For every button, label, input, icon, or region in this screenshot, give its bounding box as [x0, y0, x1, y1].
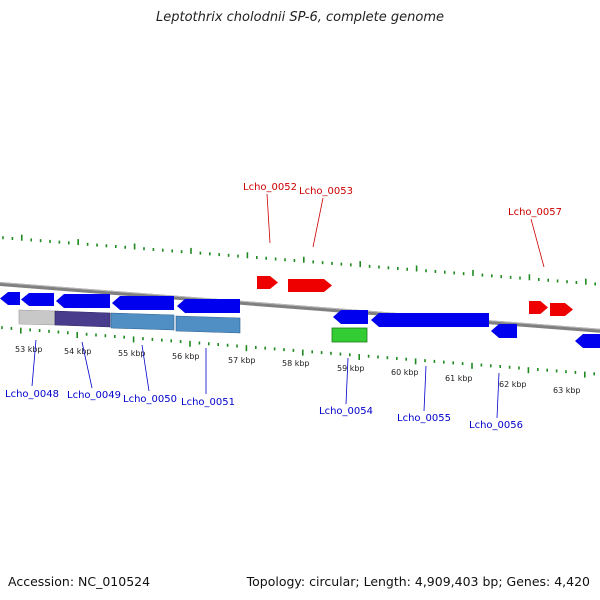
reverse-gene-label: Lcho_0048 [5, 389, 59, 400]
rna-gene [331, 327, 368, 343]
kbp-label: 59 kbp [337, 364, 365, 373]
map-title: Leptothrix cholodnii SP-6, complete geno… [156, 10, 444, 25]
kbp-label: 57 kbp [228, 356, 256, 365]
reverse-gene-arrow [0, 292, 20, 305]
reverse-leader-line [141, 344, 150, 392]
reverse-gene-arrow [112, 296, 174, 310]
feature-bar [54, 310, 111, 328]
kbp-label: 60 kbp [391, 368, 419, 377]
forward-gene-label: Lcho_0052 [243, 182, 297, 193]
kbp-label: 53 kbp [15, 345, 43, 354]
forward-gene-label: Lcho_0057 [508, 207, 562, 218]
kbp-label: 55 kbp [118, 349, 146, 358]
backbone-highlight [0, 282, 600, 330]
reverse-gene-arrow [371, 313, 489, 327]
reverse-gene-arrow [491, 324, 517, 338]
kbp-label: 62 kbp [499, 380, 527, 389]
feature-bar [18, 309, 56, 326]
reverse-leader-line [423, 365, 427, 412]
reverse-gene-label: Lcho_0050 [123, 394, 177, 405]
reverse-leader-line [496, 372, 500, 419]
reverse-gene-label: Lcho_0051 [181, 397, 235, 408]
reverse-gene-label: Lcho_0055 [397, 413, 451, 424]
kbp-label: 61 kbp [445, 374, 473, 383]
feature-bar [175, 315, 241, 334]
forward-gene-arrow [257, 276, 278, 289]
kbp-label: 58 kbp [282, 359, 310, 368]
reverse-leader-line [31, 339, 37, 387]
kbp-label: 56 kbp [172, 352, 200, 361]
reverse-gene-label: Lcho_0056 [469, 420, 523, 431]
forward-leader-line [530, 218, 545, 268]
reverse-gene-arrow [21, 293, 54, 306]
forward-gene-arrow [288, 279, 332, 292]
forward-gene-label: Lcho_0053 [299, 186, 353, 197]
topology-text: Topology: circular; Length: 4,909,403 bp… [246, 574, 590, 589]
reverse-leader-line [345, 357, 349, 405]
forward-leader-line [266, 193, 271, 244]
kbp-label: 54 kbp [64, 347, 92, 356]
accession-text: Accession: NC_010524 [8, 574, 151, 589]
forward-leader-line [312, 197, 324, 248]
forward-gene-arrow [529, 301, 548, 314]
feature-bar [110, 312, 175, 331]
reverse-gene-arrow [333, 310, 368, 324]
reverse-gene-arrow [575, 334, 600, 348]
kbp-label: 63 kbp [553, 386, 581, 395]
reverse-gene-label: Lcho_0049 [67, 390, 121, 401]
forward-gene-arrow [550, 303, 573, 316]
reverse-leader-line [81, 341, 93, 389]
reverse-gene-arrow [56, 294, 110, 308]
reverse-gene-label: Lcho_0054 [319, 406, 373, 417]
reverse-gene-arrow [177, 299, 240, 313]
